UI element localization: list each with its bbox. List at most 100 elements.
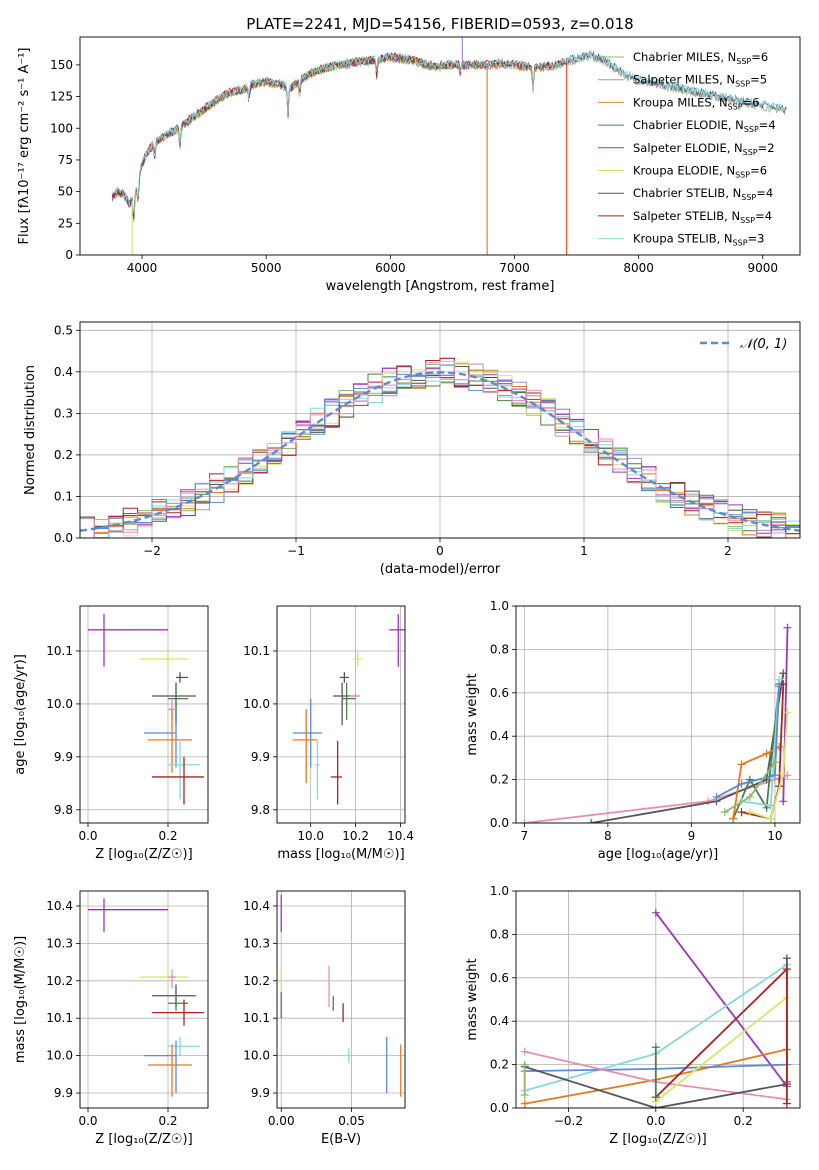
x-tick-label: 8 (604, 829, 612, 843)
y-tick-label: 0.2 (54, 448, 73, 462)
histogram-series (80, 362, 800, 538)
y-tick-label: 50 (58, 185, 73, 199)
x-tick-label: 10 (767, 829, 782, 843)
plot-area (520, 908, 791, 1108)
data-point (342, 682, 356, 720)
axes-frame (515, 890, 801, 1109)
y-tick-label: 10.4 (243, 899, 270, 913)
data-point (140, 969, 188, 985)
x-tick-label: −1 (287, 544, 305, 558)
mass-weight-marker (779, 797, 788, 806)
y-tick-label: 0.4 (490, 729, 509, 743)
x-tick-label: 9000 (747, 261, 778, 275)
mass-weight-marker (783, 771, 792, 780)
mass-weight-marker (651, 908, 660, 917)
x-tick-label: 0.0 (646, 1114, 665, 1128)
mass-weight-marker (520, 819, 529, 823)
mass-weight-marker (783, 708, 792, 717)
y-tick-label: 9.9 (54, 1086, 73, 1100)
spectrum-series-line (131, 53, 489, 219)
x-tick-label: 0.00 (268, 1114, 295, 1128)
Z-massweight-panel: −0.2 0.0 0.2 0.0 0.2 0.4 0.6 0.8 1.0 Z [log₁₀(Z/Z… (465, 884, 801, 1147)
x-tick-label: 7000 (499, 261, 530, 275)
y-tick-label: 10.1 (243, 1011, 270, 1025)
data-point (339, 672, 349, 683)
data-point (168, 682, 188, 720)
spectrum-series-line (111, 53, 489, 220)
x-tick-label: 0 (436, 544, 444, 558)
y-tick-label: 10.4 (46, 899, 73, 913)
mass-weight-marker (770, 758, 779, 767)
mass-weight-marker (779, 769, 788, 778)
data-point (148, 1044, 192, 1097)
legend-entry: Salpeter MILES, NSSP=5 (633, 73, 767, 89)
mass-weight-marker (766, 814, 775, 823)
spectrum-series-line (111, 55, 564, 217)
y-tick-label: 0.6 (490, 686, 509, 700)
y-tick-label: 9.9 (251, 750, 270, 764)
y-tick-label: 10.1 (46, 644, 73, 658)
plot-area (111, 37, 787, 255)
y-axis-label: mass weight (465, 673, 480, 755)
mass-weight-marker (779, 669, 788, 678)
y-tick-label: 0.8 (490, 927, 509, 941)
mass-age-panel: 10.0 10.2 10.4 9.8 9.9 10.0 10.1 mass [log₁₀(M/… (243, 605, 414, 862)
legend-entry: Kroupa ELODIE, NSSP=6 (633, 164, 767, 180)
y-axis-label: mass weight (465, 958, 480, 1040)
y-tick-label: 9.8 (54, 803, 73, 817)
mass-weight-series (524, 1065, 788, 1108)
mass-weight-series (732, 746, 780, 819)
y-tick-label: 0.3 (54, 406, 73, 420)
mass-weight-marker (782, 954, 791, 963)
mass-weight-series (655, 966, 788, 1104)
legend-entry: Salpeter STELIB, NSSP=4 (633, 209, 772, 225)
x-axis-label: Z [log₁₀(Z/Z☉)] (609, 1132, 706, 1147)
x-tick-label: 10.0 (297, 829, 324, 843)
y-tick-label: 0.6 (490, 971, 509, 985)
x-axis-label: Z [log₁₀(Z/Z☉)] (95, 847, 192, 862)
histogram-series (80, 360, 800, 538)
data-point (330, 740, 343, 805)
x-tick-label: 1 (580, 544, 588, 558)
y-tick-label: 0.2 (490, 773, 509, 787)
mass-weight-marker (762, 749, 771, 758)
data-point (292, 709, 318, 784)
mass-weight-marker (704, 797, 713, 806)
mass-weight-marker (587, 819, 596, 823)
plot-area (292, 613, 405, 805)
data-point (152, 756, 204, 805)
mass-weight-marker (782, 965, 791, 974)
plot-area (88, 613, 204, 805)
x-tick-label: 10.4 (387, 829, 414, 843)
plot-area (280, 894, 402, 1097)
data-point (168, 1036, 200, 1056)
legend-entry: Chabrier ELODIE, NSSP=4 (633, 118, 776, 134)
data-point (315, 740, 320, 800)
plot-area (520, 623, 792, 823)
y-tick-label: 0 (65, 248, 73, 262)
spectrum-panel: 4000 5000 6000 7000 8000 9000 0 25 50 75 100 125 150… (17, 36, 801, 294)
axes-frame (79, 890, 209, 1109)
legend-entry: Kroupa STELIB, NSSP=3 (633, 232, 764, 248)
axes-frame (515, 605, 801, 824)
axes-frame (79, 321, 801, 539)
y-tick-label: 9.8 (251, 803, 270, 817)
mass-weight-marker (782, 1099, 791, 1108)
y-tick-label: 9.9 (54, 750, 73, 764)
y-tick-label: 0.5 (54, 323, 73, 337)
x-tick-label: 0.05 (338, 1114, 365, 1128)
x-tick-label: 0.2 (734, 1114, 753, 1128)
y-tick-label: 0.4 (490, 1014, 509, 1028)
data-point (292, 698, 322, 768)
data-point (140, 650, 188, 667)
data-point (353, 650, 363, 667)
y-tick-label: 10.1 (46, 1011, 73, 1025)
Z-mass-panel: 0.0 0.2 9.9 10.0 10.1 10.2 10.3 10.4 Z [log₁₀(Z/… (13, 890, 209, 1147)
y-tick-label: 25 (58, 216, 73, 230)
x-tick-label: 6000 (375, 261, 406, 275)
x-tick-label: −2 (143, 544, 161, 558)
y-axis-label: age [log₁₀(age/yr)] (13, 654, 28, 775)
y-tick-label: 150 (50, 58, 73, 72)
x-axis-label: mass [log₁₀(M/M☉)] (277, 847, 404, 862)
